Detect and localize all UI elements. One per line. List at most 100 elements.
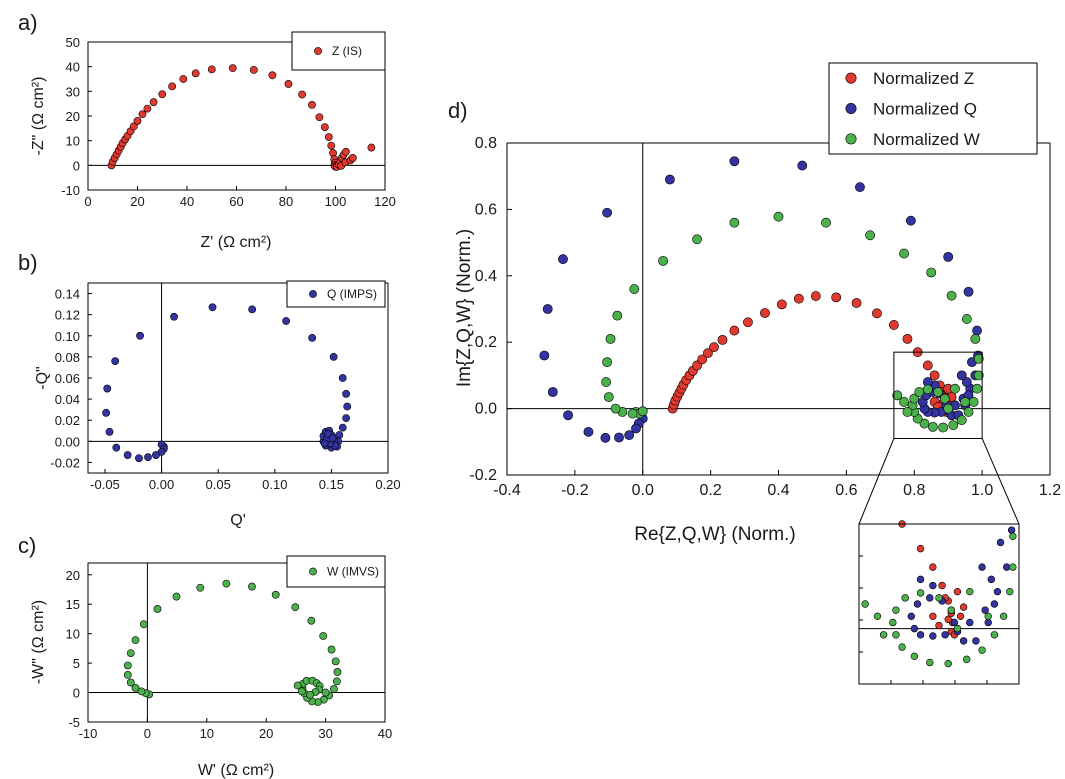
y-tick-label: 0.6 (475, 201, 497, 218)
data-point (342, 414, 351, 423)
y-tick-label: 20 (66, 109, 80, 124)
inset-data-point (984, 612, 992, 621)
data-point (961, 314, 972, 324)
x-axis-title: Q' (230, 512, 246, 529)
data-point (172, 592, 181, 601)
data-point (158, 90, 167, 99)
y-tick-label: 15 (66, 597, 80, 612)
data-point (168, 82, 177, 91)
data-point (963, 286, 974, 297)
y-tick-label: 10 (66, 134, 80, 149)
y-axis-title: -Q" (34, 366, 51, 389)
data-point (946, 290, 957, 301)
inset-data-point (944, 659, 952, 668)
data-point (328, 434, 337, 443)
data-point (583, 426, 594, 437)
data-point (899, 397, 909, 407)
zoom-connector-left (858, 438, 895, 525)
data-point (348, 154, 357, 162)
data-point (123, 451, 132, 459)
data-point (341, 147, 350, 156)
y-tick-label: 30 (66, 84, 80, 99)
inset-data-point (901, 594, 909, 602)
data-point (144, 453, 152, 462)
inset-data-point (996, 538, 1005, 547)
data-point (207, 65, 216, 74)
inset-data-point (941, 631, 949, 639)
panel-b: b) -0.05 0.00 0.05 0.10 0.15 0.20 -0.02 0.00 0.02… (18, 250, 401, 529)
data-point (872, 308, 882, 319)
inset-data-point (916, 575, 925, 584)
x-tick-label: 0.8 (903, 482, 925, 499)
y-tick-label: 40 (66, 60, 80, 75)
data-point (600, 432, 611, 443)
data-point (297, 687, 306, 696)
data-point (123, 661, 132, 670)
y-tick-label: 0.00 (55, 434, 80, 449)
inset-data-point (910, 652, 919, 661)
data-point (293, 681, 302, 690)
x-axis-title: Re{Z,Q,W} (Norm.) (634, 524, 796, 545)
data-point (888, 320, 899, 330)
y-tick-label: 50 (66, 35, 80, 50)
y-tick-label: 0.02 (55, 413, 80, 428)
y-tick-label: 0.8 (475, 135, 497, 152)
x-tick-label: 0.20 (375, 477, 400, 492)
x-tick-label: 0.10 (262, 477, 287, 492)
data-point (961, 377, 972, 387)
y-tick-label: 0.08 (55, 350, 80, 365)
data-point (131, 636, 140, 645)
x-tick-label: 0.2 (700, 482, 722, 499)
legend-label: Normalized Q (873, 100, 977, 119)
data-point (950, 383, 960, 394)
plot-frame (87, 562, 386, 723)
data-point (627, 408, 638, 419)
y-tick-label: -0.02 (50, 455, 80, 470)
inset-data-point (950, 618, 959, 627)
data-point (228, 64, 237, 73)
data-point (729, 325, 740, 336)
inset-data-point (978, 646, 986, 654)
inset-frame (858, 523, 1020, 685)
data-point (973, 370, 984, 381)
x-axis-title: Z' (Ω cm²) (201, 234, 272, 251)
data-point (179, 75, 188, 83)
inset-data-point (959, 637, 968, 645)
data-point (284, 80, 293, 88)
data-point (922, 384, 933, 395)
y-tick-label: 10 (66, 627, 80, 642)
inset-data-point (990, 600, 999, 608)
data-point (222, 579, 231, 588)
data-point (692, 234, 702, 245)
y-tick-label: 0.06 (55, 371, 80, 386)
data-point (743, 317, 753, 328)
data-point (139, 620, 148, 629)
inset-data-point (892, 631, 900, 639)
data-point (249, 65, 258, 74)
panel-label: c) (18, 533, 36, 558)
panel-c: c) -10 0 10 20 30 40 -5 0 5 10 15 20 W' (Ω cm²) -W" (Ω… (18, 533, 392, 779)
data-point (131, 683, 140, 692)
legend-label: Normalized W (873, 130, 980, 149)
data-point (291, 603, 300, 612)
panel-label: b) (18, 250, 38, 275)
y-tick-label: 0.2 (475, 334, 497, 351)
data-point (331, 657, 340, 666)
panel-label: a) (18, 10, 38, 35)
x-tick-label: 1.0 (971, 482, 993, 499)
x-tick-label: 40 (378, 726, 392, 741)
data-point (563, 410, 573, 421)
y-tick-label: 0.10 (55, 329, 80, 344)
inset-data-point (984, 618, 992, 627)
data-point (902, 407, 913, 417)
data-point (948, 420, 959, 431)
y-tick-label: 0 (73, 686, 80, 701)
data-point (330, 685, 338, 693)
y-tick-label: 0.12 (55, 308, 80, 323)
inset-data-point (907, 612, 916, 621)
inset-data-point (953, 587, 962, 596)
data-point (729, 217, 740, 228)
data-point (614, 432, 624, 443)
inset-data-point (929, 581, 937, 590)
data-point (729, 156, 740, 167)
